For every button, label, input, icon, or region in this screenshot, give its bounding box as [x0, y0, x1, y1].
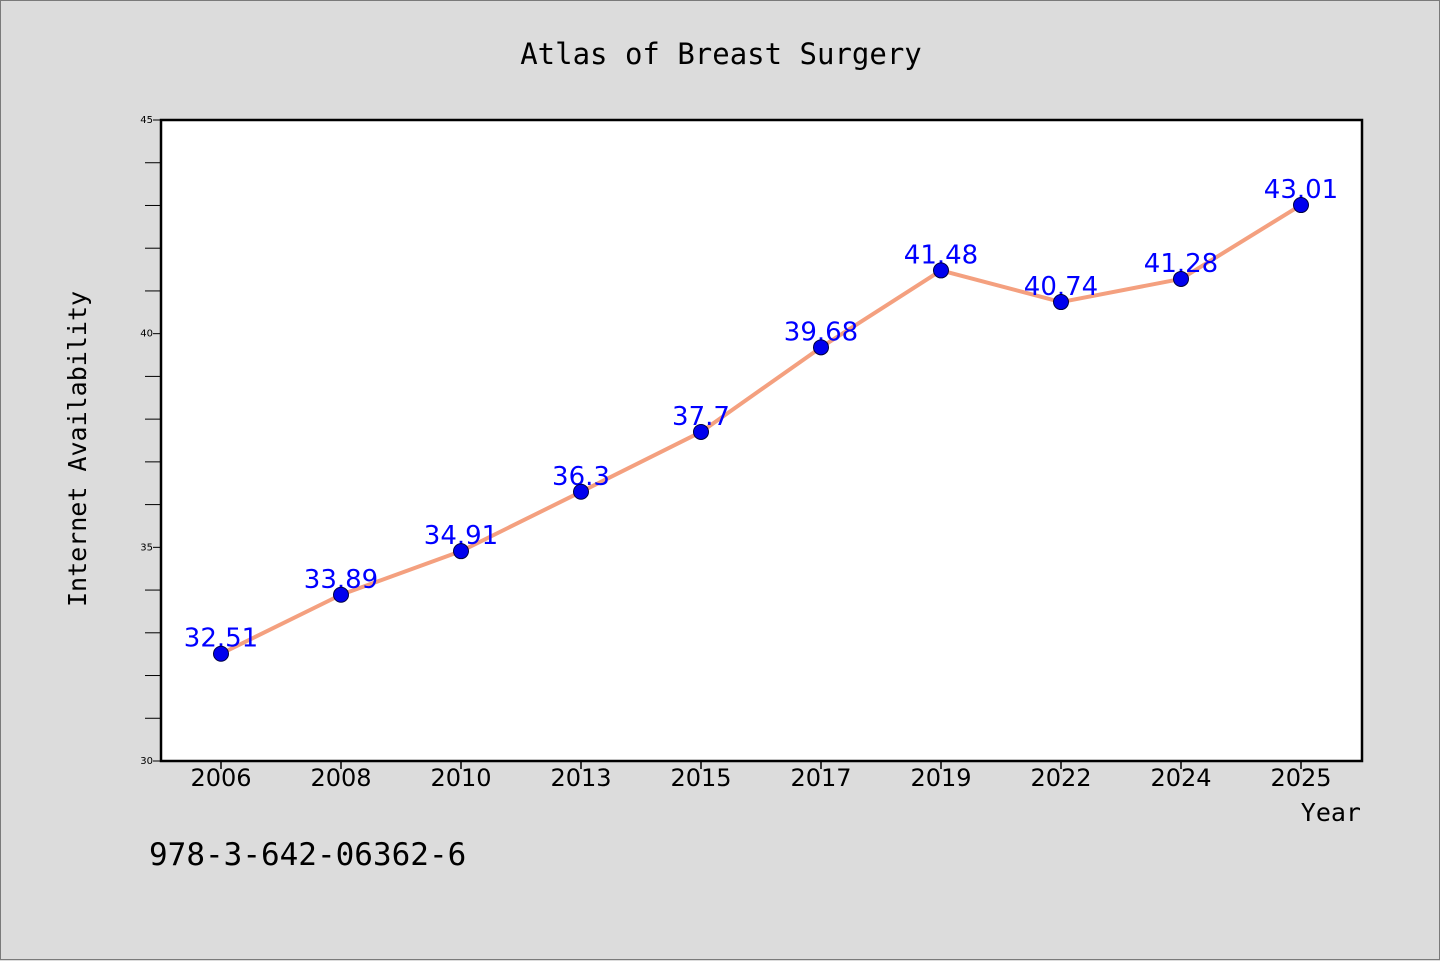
x-tick-label: 2025	[1270, 764, 1331, 792]
x-tick-label: 2008	[310, 764, 371, 792]
y-tick-label: 30	[140, 756, 153, 767]
x-tick-label: 2019	[910, 764, 971, 792]
x-tick-label: 2024	[1150, 764, 1211, 792]
data-point	[813, 339, 829, 356]
series-layer: 32.5133.8934.9136.337.739.6841.4840.7441…	[184, 175, 1338, 662]
x-tick-label: 2013	[550, 764, 611, 792]
data-point	[333, 586, 349, 603]
data-point	[933, 262, 949, 279]
data-point	[453, 543, 469, 560]
data-point	[1173, 270, 1189, 287]
x-tick-label: 2022	[1030, 764, 1091, 792]
x-axis: 2006 2008 2010 2013 2015 2017 2019 2022 2024 2025	[190, 761, 1332, 792]
y-tick-label: 40	[140, 329, 153, 340]
y-tick-label: 35	[140, 542, 153, 553]
x-axis-label: Year	[1301, 798, 1361, 827]
y-axis: 30 35 40 45	[140, 115, 161, 767]
data-point	[573, 483, 589, 500]
data-point	[1293, 197, 1309, 214]
data-point	[1053, 294, 1069, 311]
x-tick-label: 2017	[790, 764, 851, 792]
chart-title: Atlas of Breast Surgery	[520, 37, 922, 71]
y-axis-label: Internet Availability	[63, 291, 92, 607]
footer-isbn: 978-3-642-06362-6	[149, 837, 466, 873]
data-point	[693, 423, 709, 440]
x-tick-label: 2006	[190, 764, 251, 792]
plot-area	[159, 118, 1364, 763]
y-tick-label: 45	[140, 115, 153, 126]
series-line	[219, 203, 1303, 656]
data-point	[213, 645, 229, 662]
x-tick-label: 2015	[670, 764, 731, 792]
x-tick-label: 2010	[430, 764, 491, 792]
